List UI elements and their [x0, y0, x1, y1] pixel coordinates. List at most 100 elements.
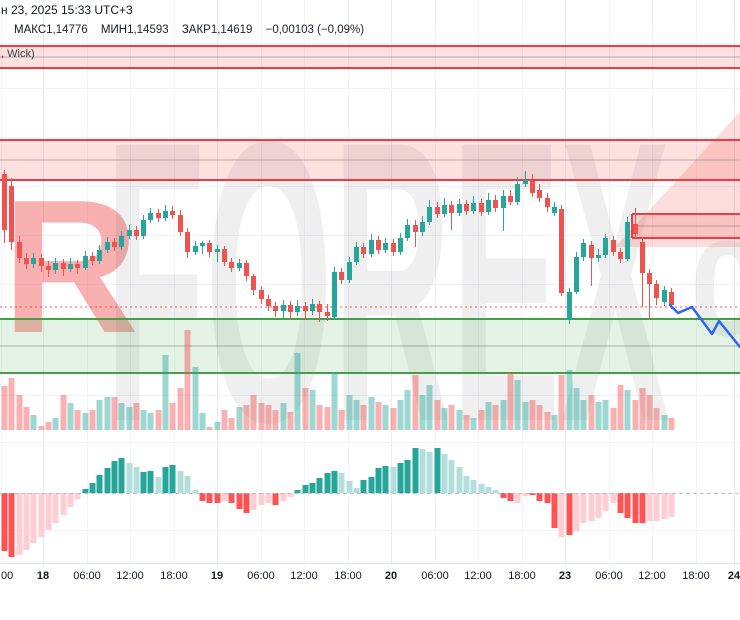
candle-body	[251, 276, 256, 290]
candle-body	[148, 213, 153, 220]
oscillator-bar	[470, 480, 477, 493]
candle-body	[53, 263, 58, 270]
volume-bar	[126, 407, 133, 430]
grid-lines	[0, 0, 740, 563]
oscillator-bar	[375, 468, 382, 493]
volume-bar	[221, 410, 228, 430]
candle-body	[611, 240, 616, 252]
candle-body	[317, 304, 322, 312]
oscillator-bar	[184, 476, 191, 493]
candle-body	[215, 249, 220, 252]
candle-body	[361, 247, 366, 254]
oscillator-bar	[30, 493, 37, 543]
volume-bar	[74, 410, 81, 430]
candle-body	[68, 264, 73, 269]
oscillator-bar	[214, 493, 221, 503]
oscillator-bar	[412, 448, 419, 493]
volume-bar	[294, 353, 301, 430]
volume-bar	[30, 415, 37, 430]
oscillator-bar	[588, 493, 595, 521]
oscillator-bar	[250, 493, 257, 510]
candle-body	[193, 246, 198, 252]
oscillator-bar	[558, 493, 565, 537]
oscillator-bar	[243, 493, 250, 513]
candle-body	[339, 272, 344, 280]
oscillator-bar	[272, 493, 279, 505]
oscillator-bar	[199, 493, 206, 501]
oscillator-bar	[463, 476, 470, 493]
oscillator-bar	[404, 460, 411, 493]
oscillator-bar	[456, 467, 463, 493]
volume-bar	[507, 373, 514, 430]
candle-body	[669, 292, 674, 305]
candle-body	[354, 247, 359, 262]
volume-bar	[162, 355, 169, 430]
volume-bar	[353, 400, 360, 430]
candle-body	[515, 184, 520, 202]
volume-bar	[485, 402, 492, 430]
oscillator-bar	[147, 471, 154, 493]
oscillator-bar	[646, 493, 653, 521]
volume-bar	[536, 405, 543, 430]
oscillator-bar	[155, 477, 162, 493]
oscillator-bar	[177, 471, 184, 493]
volume-bar	[573, 388, 580, 430]
oscillator-bar	[96, 475, 103, 493]
candle-body	[435, 207, 440, 214]
candle-body	[530, 181, 535, 193]
oscillator-bar	[544, 493, 551, 503]
candle-body	[508, 196, 513, 202]
candle-body	[163, 211, 168, 218]
candle-body	[574, 257, 579, 292]
candle-body	[442, 205, 447, 214]
volume-bar	[382, 405, 389, 430]
oscillator-bar	[346, 481, 353, 493]
volume-bar	[610, 408, 617, 430]
candle-body	[332, 272, 337, 317]
oscillator-bar	[566, 493, 573, 535]
volume-bar	[478, 410, 485, 430]
oscillator-bar	[302, 485, 309, 493]
volume-bar	[16, 395, 23, 430]
oscillator-bar	[60, 493, 67, 515]
volume-bar	[272, 410, 279, 430]
candle-body	[405, 225, 410, 238]
volume-bar	[602, 400, 609, 430]
candle-body	[413, 225, 418, 232]
oscillator-bar	[485, 487, 492, 493]
candle-body	[596, 255, 601, 258]
oscillator-bar	[353, 488, 360, 493]
oscillator-histogram	[0, 448, 740, 557]
candle-body	[17, 242, 22, 258]
candle-body	[222, 249, 227, 262]
price-zones	[0, 45, 740, 374]
volume-bar	[133, 403, 140, 430]
volume-bar	[404, 390, 411, 430]
oscillator-bar	[610, 493, 617, 503]
volume-bar	[140, 410, 147, 430]
candle-body	[200, 243, 205, 246]
candle-body	[105, 242, 110, 250]
volume-bar	[397, 400, 404, 430]
volume-bar	[412, 375, 419, 430]
oscillator-bar	[624, 493, 631, 518]
oscillator-bar	[595, 493, 602, 518]
volume-bar	[23, 407, 30, 430]
oscillator-bar	[580, 493, 587, 523]
candle-body	[207, 243, 212, 252]
oscillator-bar	[162, 467, 169, 493]
oscillator-bar	[140, 472, 147, 493]
volume-bar	[346, 395, 353, 430]
candle-body	[654, 284, 659, 298]
oscillator-bar	[23, 493, 30, 550]
candle-body	[75, 264, 80, 268]
candle-body	[662, 290, 667, 302]
oscillator-bar	[507, 493, 514, 501]
candle-body	[391, 243, 396, 252]
volume-bar	[82, 413, 89, 430]
volume-bar	[60, 395, 67, 430]
volume-bar	[206, 427, 213, 430]
volume-bar	[192, 367, 199, 430]
candle-body	[449, 205, 454, 213]
